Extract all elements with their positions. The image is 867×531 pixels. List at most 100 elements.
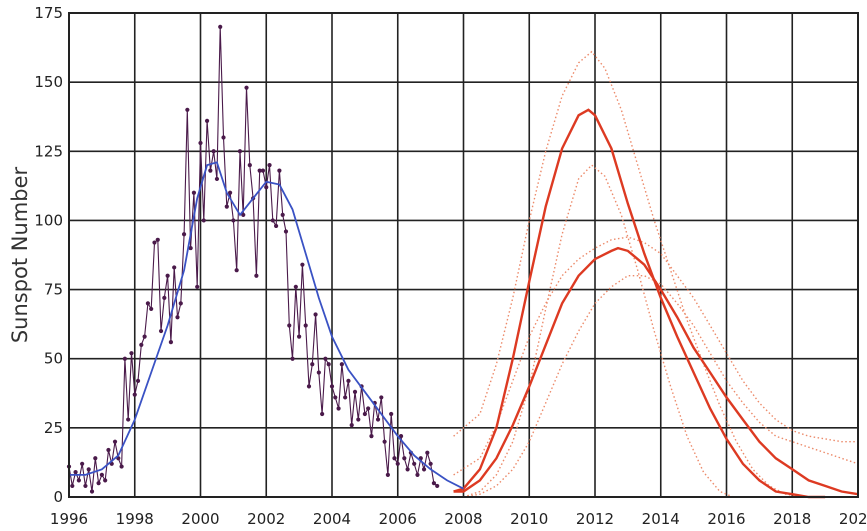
monthly-point bbox=[172, 265, 177, 270]
x-tick-label: 1996 bbox=[50, 510, 88, 528]
monthly-point bbox=[329, 384, 335, 389]
monthly-point bbox=[300, 262, 305, 267]
monthly-point bbox=[80, 461, 85, 466]
x-tick-label: 2010 bbox=[510, 510, 548, 528]
monthly-point bbox=[162, 295, 167, 300]
monthly-point bbox=[201, 218, 206, 223]
monthly-point bbox=[198, 140, 203, 146]
monthly-point bbox=[89, 489, 95, 494]
monthly-point bbox=[103, 478, 108, 483]
monthly-point bbox=[158, 328, 164, 334]
monthly-point bbox=[428, 461, 433, 466]
monthly-point bbox=[168, 340, 174, 345]
monthly-point bbox=[425, 450, 430, 455]
monthly-point bbox=[270, 218, 275, 223]
monthly-point bbox=[83, 483, 88, 489]
monthly-point bbox=[313, 312, 318, 317]
monthly-point bbox=[126, 417, 131, 422]
x-tick-label: 2002 bbox=[247, 510, 285, 528]
prediction-bounds-group bbox=[453, 50, 859, 498]
monthly-point bbox=[293, 284, 298, 289]
monthly-point bbox=[227, 190, 233, 195]
monthly-point bbox=[366, 406, 371, 411]
y-tick-label: 125 bbox=[34, 142, 63, 160]
monthly-point bbox=[214, 176, 220, 182]
y-tick-label: 175 bbox=[34, 4, 63, 22]
monthly-point bbox=[237, 149, 243, 154]
monthly-point bbox=[132, 392, 137, 397]
monthly-point bbox=[149, 306, 154, 312]
monthly-point bbox=[135, 378, 141, 383]
x-tick-label: 2018 bbox=[773, 510, 811, 528]
monthly-line bbox=[68, 26, 438, 492]
monthly-point bbox=[181, 232, 187, 237]
monthly-point bbox=[290, 356, 295, 361]
monthly-point bbox=[343, 395, 348, 400]
monthly-point bbox=[241, 212, 246, 217]
monthly-point bbox=[346, 378, 351, 383]
monthly-point bbox=[352, 389, 358, 395]
monthly-point bbox=[421, 467, 427, 472]
monthly-point bbox=[274, 223, 279, 229]
monthly-point bbox=[142, 334, 147, 339]
monthly-point bbox=[231, 218, 236, 223]
monthly-point bbox=[122, 356, 127, 361]
monthly-point bbox=[234, 268, 239, 273]
monthly-point bbox=[389, 411, 394, 417]
prediction-line bbox=[453, 246, 859, 496]
y-tick-label: 50 bbox=[44, 350, 63, 368]
monthly-point bbox=[165, 273, 170, 278]
monthly-point bbox=[139, 342, 144, 347]
monthly-point bbox=[264, 185, 269, 190]
monthly-point bbox=[155, 237, 160, 242]
monthly-point bbox=[395, 461, 400, 466]
monthly-point bbox=[333, 395, 338, 400]
prediction-line bbox=[453, 108, 826, 499]
monthly-point bbox=[221, 135, 226, 140]
monthly-point bbox=[204, 118, 210, 123]
monthly-point bbox=[280, 212, 285, 217]
monthly-point bbox=[244, 85, 249, 90]
x-tick-label: 2008 bbox=[444, 510, 482, 528]
monthly-point bbox=[224, 204, 229, 209]
monthly-point bbox=[152, 240, 157, 245]
monthly-point bbox=[431, 481, 437, 486]
monthly-point bbox=[93, 456, 98, 461]
monthly-point bbox=[195, 284, 200, 289]
monthly-point bbox=[129, 351, 134, 356]
monthly-point bbox=[405, 467, 410, 472]
y-tick-label: 25 bbox=[44, 419, 63, 437]
prediction-bound-line bbox=[453, 50, 803, 498]
x-tick-labels: 1996 1998 2000 2002 2004 2006 2008 2010 2012 2014… bbox=[50, 510, 867, 528]
monthly-point bbox=[283, 229, 289, 234]
monthly-point bbox=[112, 439, 118, 444]
monthly-point bbox=[297, 334, 302, 339]
x-tick-label: 2014 bbox=[642, 510, 680, 528]
monthly-point bbox=[412, 461, 417, 466]
monthly-point bbox=[326, 362, 331, 367]
monthly-point bbox=[211, 149, 216, 154]
chart-grid bbox=[69, 13, 858, 497]
monthly-point bbox=[320, 411, 325, 417]
monthly-point bbox=[362, 411, 367, 417]
monthly-point bbox=[375, 417, 381, 422]
y-tick-label: 150 bbox=[34, 73, 63, 91]
monthly-point bbox=[254, 273, 259, 278]
monthly-point bbox=[218, 24, 223, 29]
x-tick-label: 2016 bbox=[707, 510, 745, 528]
monthly-point bbox=[392, 456, 397, 461]
monthly-point bbox=[306, 384, 312, 389]
monthly-point bbox=[287, 323, 292, 328]
monthly-point bbox=[316, 370, 321, 375]
monthly-point bbox=[188, 245, 193, 251]
monthly-point bbox=[70, 483, 75, 489]
y-axis-label: Sunspot Number bbox=[8, 166, 32, 343]
monthly-point bbox=[191, 190, 197, 195]
monthly-point bbox=[76, 478, 81, 483]
monthly-point bbox=[349, 422, 354, 428]
x-tick-label: 2006 bbox=[379, 510, 417, 528]
monthly-point bbox=[208, 168, 213, 173]
monthly-point bbox=[145, 301, 150, 306]
